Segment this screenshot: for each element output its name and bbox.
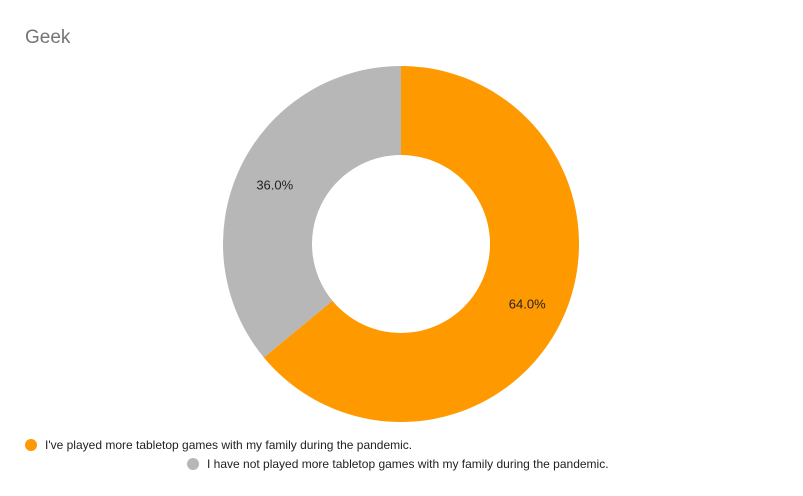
slice-data-label-1: 36.0% [256, 178, 293, 193]
donut-slice-1[interactable] [222, 66, 401, 358]
donut-chart: 64.0% 36.0% [222, 66, 579, 423]
slice-data-label-0: 64.0% [509, 296, 546, 311]
legend-swatch-orange [25, 439, 37, 451]
legend-label-played-more: I've played more tabletop games with my … [45, 438, 413, 452]
legend-item-played-more[interactable]: I've played more tabletop games with my … [25, 438, 412, 452]
donut-slice-0[interactable] [263, 66, 579, 423]
legend-label-not-played-more: I have not played more tabletop games wi… [207, 457, 609, 471]
chart-title: Geek [25, 27, 71, 48]
legend-item-not-played-more[interactable]: I have not played more tabletop games wi… [187, 457, 609, 471]
legend-swatch-gray [187, 458, 199, 470]
